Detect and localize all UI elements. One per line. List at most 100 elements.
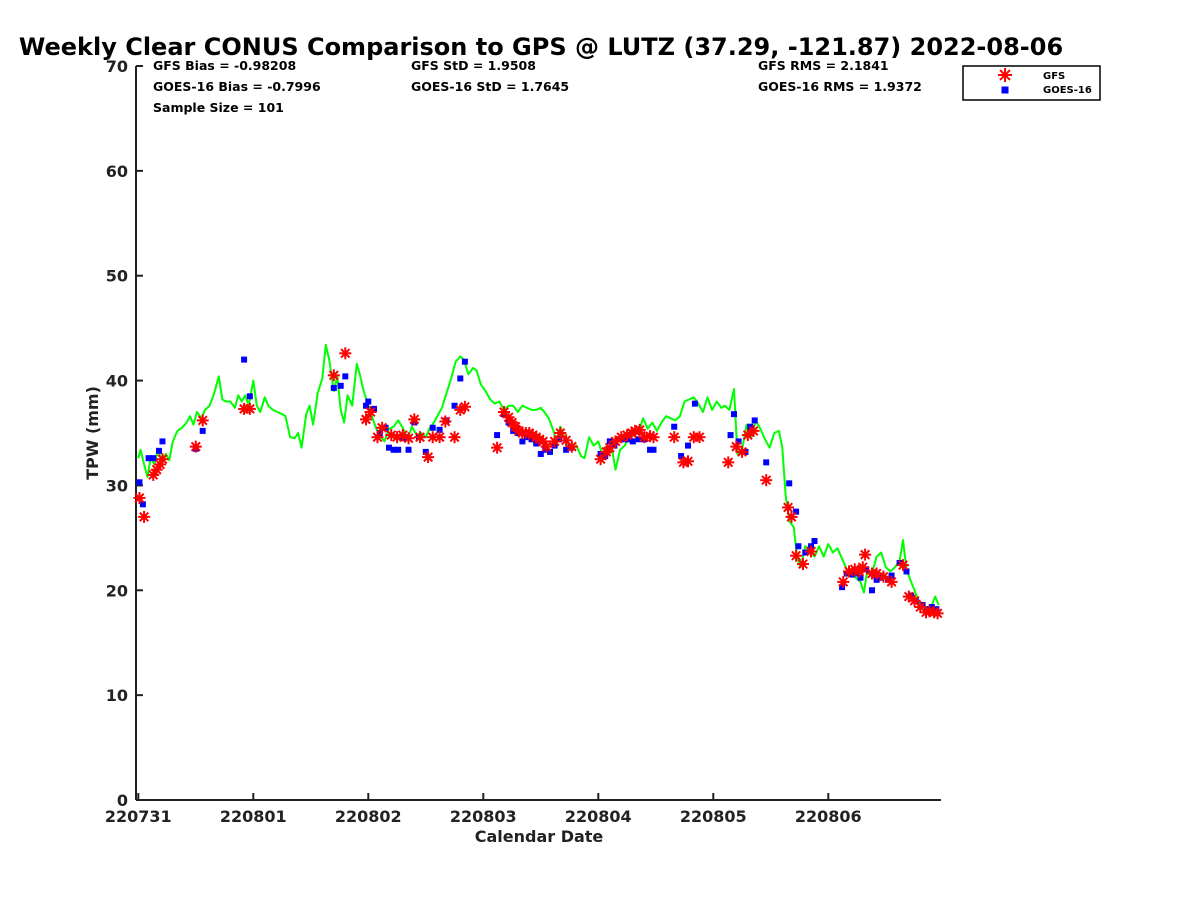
legend-gfs-asterisk-icon (998, 68, 1012, 82)
goes-data-point (735, 438, 742, 445)
goes-data-point (563, 446, 570, 453)
goes-data-point (629, 438, 636, 445)
x-tick-label: 220805 (680, 807, 747, 826)
gfs-data-point (931, 607, 944, 620)
legend-goes-marker-shape (1001, 86, 1009, 94)
gfs-data-point (156, 453, 169, 466)
legend: GFS GOES-16 (962, 65, 1101, 101)
goes-data-point (405, 446, 412, 453)
gfs-data-point (327, 369, 340, 382)
gfs-data-point (736, 445, 749, 458)
gfs-rms-stat: GFS RMS = 2.1841 (758, 58, 889, 73)
y-tick-label: 10 (106, 686, 128, 705)
gfs-data-point (196, 414, 209, 427)
goes-data-point (602, 453, 609, 460)
goes-data-point (793, 508, 800, 515)
gfs-data-point (877, 570, 890, 583)
goes-data-point (802, 549, 809, 556)
chart-title: Weekly Clear CONUS Comparison to GPS @ L… (19, 33, 1063, 61)
y-tick-label: 50 (106, 267, 128, 286)
goes-data-point (873, 576, 880, 583)
gfs-data-point (491, 441, 504, 454)
legend-goes-square-icon (1001, 86, 1009, 94)
gfs-data-point (189, 440, 202, 453)
goes-data-point (811, 538, 818, 545)
gfs-data-point (414, 431, 427, 444)
axes: 0 10 20 30 40 50 60 70 220731 220801 220802 220803 2… (105, 57, 941, 826)
gfs-data-point (439, 415, 452, 428)
gfs-data-point (682, 455, 694, 468)
gfs-data-point (408, 413, 421, 426)
legend-goes-label: GOES-16 (1043, 85, 1092, 96)
x-tick-label: 220804 (565, 807, 632, 826)
goes-data-point (763, 459, 770, 466)
gfs-data-point (633, 423, 646, 436)
goes-data-point (678, 453, 685, 460)
goes-data-point (457, 375, 464, 382)
goes-data-point (839, 584, 846, 591)
y-tick-label: 30 (106, 476, 128, 495)
gfs-data-point (147, 468, 160, 481)
gfs-data-point (797, 558, 809, 571)
goes-data-point (136, 479, 143, 486)
gfs-data-point (402, 432, 415, 445)
gfs-data-point (885, 575, 898, 588)
goes-data-point (857, 574, 864, 581)
gfs-data-point (138, 510, 151, 523)
gfs-data-point (565, 440, 578, 453)
goes-data-point (395, 446, 402, 453)
gfs-data-point (371, 431, 384, 444)
goes-data-point (246, 393, 253, 400)
gfs-data-point (594, 453, 607, 466)
goes-data-point (635, 436, 642, 443)
gfs-data-point (747, 424, 760, 437)
x-tick-label: 220803 (450, 807, 517, 826)
legend-gfs-label: GFS (1043, 71, 1065, 82)
goes-data-point (376, 430, 383, 436)
goes-data-point (691, 400, 698, 407)
goes-data-point (685, 442, 691, 449)
gfs-data-point (339, 347, 352, 360)
y-tick-label: 20 (106, 581, 128, 600)
goes-data-point (156, 447, 162, 454)
goes-data-point (727, 432, 734, 439)
goes-std-stat: GOES-16 StD = 1.7645 (411, 79, 569, 94)
goes-data-point (524, 434, 530, 441)
goes-data-point (903, 568, 910, 575)
gfs-data-point (647, 431, 660, 444)
goes-data-point (342, 373, 349, 380)
goes-data-point (556, 436, 563, 443)
goes-data-point (451, 402, 458, 409)
goes-data-point (337, 382, 344, 389)
x-tick-label: 220806 (795, 807, 862, 826)
x-tick-label: 220731 (105, 807, 172, 826)
gfs-std-stat: GFS StD = 1.9508 (411, 58, 536, 73)
goes-data-point (547, 448, 553, 455)
gfs-data-point (554, 427, 567, 439)
x-axis-label: Calendar Date (475, 827, 604, 846)
legend-box (962, 65, 1101, 101)
goes-data-point (528, 436, 535, 443)
x-tick-label: 220801 (220, 807, 287, 826)
gfs-data-point (376, 421, 389, 434)
goes-data-point (159, 438, 166, 445)
legend-gfs-marker-shape (998, 68, 1012, 82)
gfs-data-point (548, 435, 561, 448)
gfs-data-point (448, 431, 461, 444)
goes-data-point (390, 446, 397, 453)
goes-data-point (365, 398, 372, 405)
goes-data-point (786, 480, 793, 487)
goes-data-point (422, 448, 429, 455)
gfs-data-point (693, 431, 706, 444)
goes-data-point (611, 442, 618, 449)
goes-data-point (150, 455, 157, 462)
gfs-data-point (540, 440, 553, 453)
x-tick-label: 220802 (335, 807, 402, 826)
goes-data-point (436, 426, 443, 433)
gfs-data-point (722, 456, 735, 469)
y-tick-label: 40 (106, 372, 128, 391)
goes-data-point (650, 446, 657, 453)
goes-data-point (461, 358, 468, 365)
goes-data-point (429, 424, 436, 431)
